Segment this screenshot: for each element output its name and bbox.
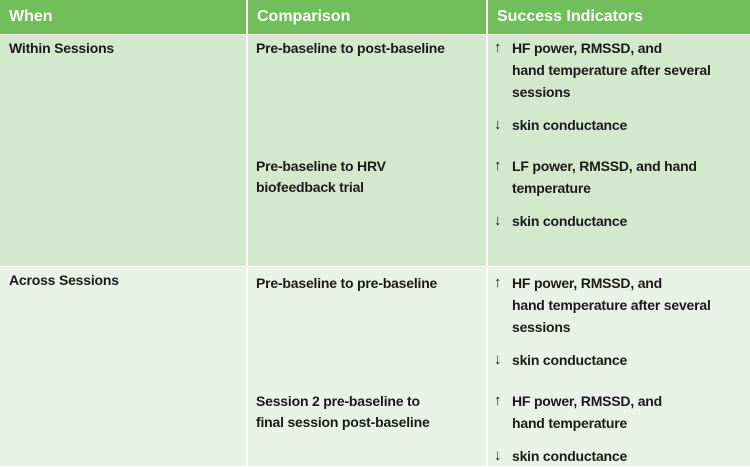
row-cell xyxy=(248,267,486,466)
header-cell: Comparison xyxy=(248,0,486,34)
arrow: ↓ xyxy=(494,351,502,368)
arrow: ↑ xyxy=(494,392,502,409)
comparison-text: Session 2 pre-baseline to xyxy=(256,393,420,409)
arrow: ↑ xyxy=(494,39,502,56)
comparison-text: final session post-baseline xyxy=(256,414,430,430)
when-text: Within Sessions xyxy=(9,40,115,56)
row-cell xyxy=(248,35,486,266)
indicator-text: HF power, RMSSD, and xyxy=(512,393,663,409)
comparison-text: Pre-baseline to pre-baseline xyxy=(256,275,438,291)
row-cell xyxy=(488,267,750,466)
arrow: ↓ xyxy=(494,212,502,229)
row-cell xyxy=(0,35,246,266)
indicator-text: skin conductance xyxy=(512,448,628,464)
indicator-text: sessions xyxy=(512,84,571,100)
indicator-text: sessions xyxy=(512,319,571,335)
indicator-text: skin conductance xyxy=(512,117,628,133)
indicator-text: LF power, RMSSD, and hand xyxy=(512,158,697,174)
when-text: Across Sessions xyxy=(9,272,119,288)
indicator-text: hand temperature xyxy=(512,415,628,431)
header-cell: When xyxy=(0,0,246,34)
indicator-text: temperature xyxy=(512,180,591,196)
row-cell xyxy=(488,35,750,266)
header-cell: Success Indicators xyxy=(488,0,750,34)
indicator-text: HF power, RMSSD, and xyxy=(512,275,663,291)
arrow: ↑ xyxy=(494,157,502,174)
indicator-text: hand temperature after several xyxy=(512,62,711,78)
indicator-text: hand temperature after several xyxy=(512,297,711,313)
comparison-text: biofeedback trial xyxy=(256,179,364,195)
indicator-text: skin conductance xyxy=(512,213,628,229)
arrow: ↓ xyxy=(494,116,502,133)
comparison-text: Pre-baseline to HRV xyxy=(256,158,386,174)
row-cell xyxy=(0,267,246,466)
indicator-text: HF power, RMSSD, and xyxy=(512,40,663,56)
comparison-text: Pre-baseline to post-baseline xyxy=(256,40,445,56)
indicator-text: skin conductance xyxy=(512,352,628,368)
arrow: ↑ xyxy=(494,274,502,291)
arrow: ↓ xyxy=(494,447,502,464)
